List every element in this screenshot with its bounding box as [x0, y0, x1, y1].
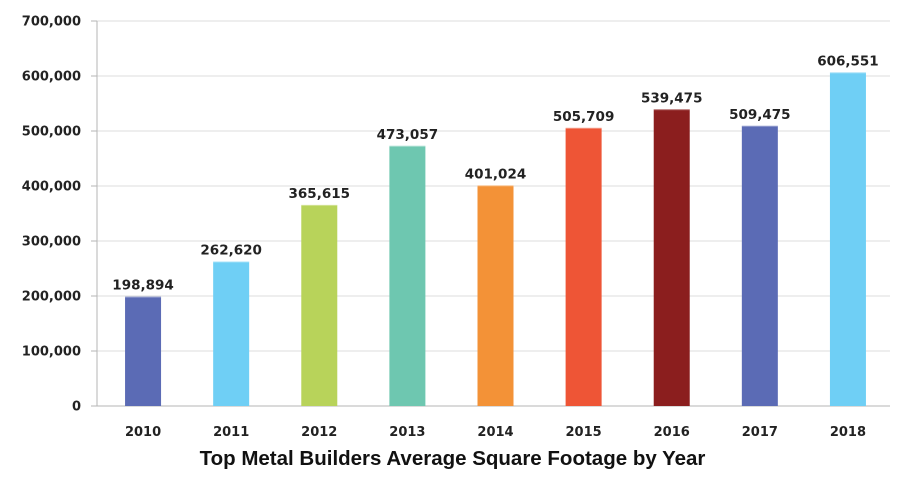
data-label-2017: 509,475 — [729, 107, 791, 123]
bar-2016 — [653, 109, 690, 406]
bar-2013 — [389, 145, 426, 406]
bar-2018 — [829, 72, 866, 407]
y-tick-label: 100,000 — [22, 345, 81, 360]
bar-2011 — [213, 261, 250, 406]
x-tick-label-2012: 2012 — [301, 425, 337, 440]
data-label-2011: 262,620 — [200, 243, 262, 259]
x-tick-labels: 2010 2011 2012 2013 2014 2015 2016 2017 2018 — [125, 425, 866, 440]
y-tick-label: 200,000 — [22, 290, 81, 305]
data-label-2014: 401,024 — [465, 166, 527, 182]
x-tick-label-2013: 2013 — [389, 425, 425, 440]
chart-title: Top Metal Builders Average Square Footag… — [199, 447, 706, 470]
y-tick-label: 400,000 — [22, 180, 81, 195]
bar-2010 — [125, 296, 162, 406]
data-label-2013: 473,057 — [377, 127, 439, 143]
data-label-2018: 606,551 — [817, 53, 879, 69]
bar-2015 — [565, 127, 602, 406]
x-tick-label-2011: 2011 — [213, 425, 249, 440]
y-tick-label: 300,000 — [22, 235, 81, 250]
y-tick-label: 0 — [72, 400, 81, 415]
bars — [125, 72, 866, 407]
x-tick-label-2016: 2016 — [654, 425, 690, 440]
data-label-2016: 539,475 — [641, 90, 703, 106]
x-tick-label-2018: 2018 — [830, 425, 866, 440]
data-labels: 198,894 262,620 365,615 473,057 401,024 505,7… — [112, 53, 878, 293]
bar-2014 — [477, 185, 514, 406]
x-tick-label-2015: 2015 — [566, 425, 602, 440]
bar-2012 — [301, 204, 338, 406]
y-tick-label: 600,000 — [22, 70, 81, 85]
data-label-2012: 365,615 — [289, 186, 351, 202]
data-label-2015: 505,709 — [553, 109, 615, 125]
x-tick-label-2014: 2014 — [477, 425, 513, 440]
x-tick-label-2017: 2017 — [742, 425, 778, 440]
bar-2017 — [741, 125, 778, 406]
y-tick-labels: 0 100,000 200,000 300,000 400,000 500,000 600,… — [22, 15, 81, 415]
x-tick-label-2010: 2010 — [125, 425, 161, 440]
y-tick-label: 700,000 — [22, 15, 81, 30]
data-label-2010: 198,894 — [112, 278, 174, 294]
y-tick-label: 500,000 — [22, 125, 81, 140]
